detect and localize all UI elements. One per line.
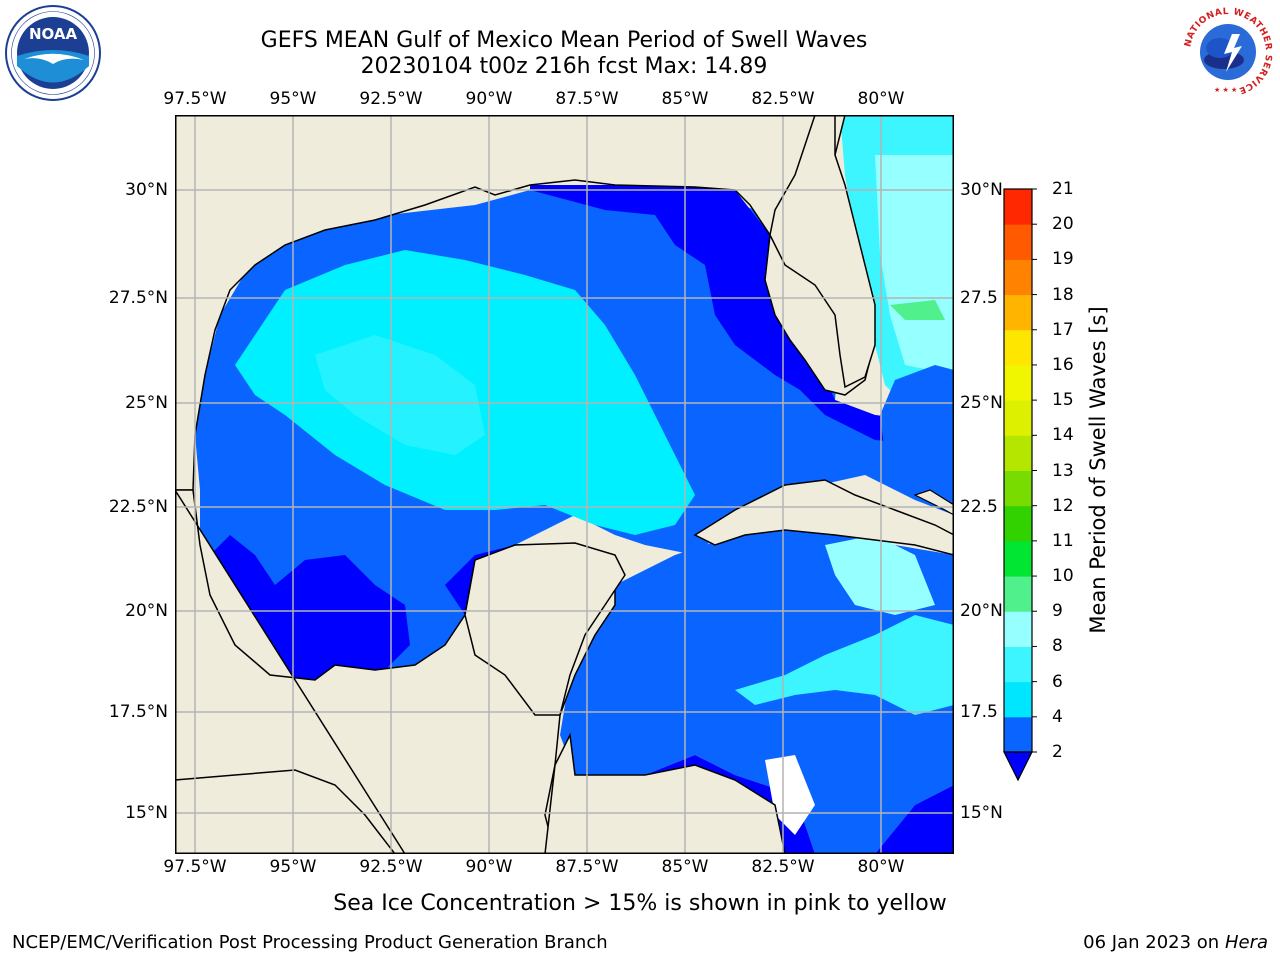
lon-label-bottom: 90°W xyxy=(465,857,513,877)
lat-label-left: 30°N xyxy=(125,180,168,200)
lon-label-top: 92.5°W xyxy=(359,89,423,109)
colorbar-segment xyxy=(1004,224,1032,260)
yucatan-peninsula xyxy=(464,542,626,716)
colorbar-tick-label: 14 xyxy=(1052,425,1074,446)
colorbar-tick-label: 20 xyxy=(1052,214,1074,235)
lon-label-bottom: 82.5°W xyxy=(751,857,815,877)
colorbar-tick-label: 8 xyxy=(1052,636,1063,657)
colorbar-extend-arrow xyxy=(1003,751,1033,782)
colorbar-tick-label: 6 xyxy=(1052,671,1063,692)
noaa-logo-text: NOAA xyxy=(29,25,78,43)
central-america-land xyxy=(544,732,786,854)
lat-label-left: 22.5°N xyxy=(108,497,168,517)
colorbar-label: Mean Period of Swell Waves [s] xyxy=(1086,306,1110,634)
colorbar-segment xyxy=(1004,716,1032,753)
colorbar-tick-label: 13 xyxy=(1052,460,1074,481)
colorbar-segment xyxy=(1004,540,1032,577)
colorbar-segment xyxy=(1004,400,1032,436)
caribbean-water-light xyxy=(825,535,935,615)
colorbar-segment xyxy=(1004,364,1032,401)
colorbar-tick-label: 19 xyxy=(1052,249,1074,270)
lon-label-bottom: 92.5°W xyxy=(359,857,423,877)
gulf-map xyxy=(175,115,954,854)
lon-label-top: 90°W xyxy=(465,89,513,109)
lat-label-right: 27.5 xyxy=(960,288,998,308)
chart-title: GEFS MEAN Gulf of Mexico Mean Period of … xyxy=(260,28,868,53)
lon-label-top: 97.5°W xyxy=(163,89,227,109)
lon-label-top: 80°W xyxy=(857,89,905,109)
colorbar-segment xyxy=(1004,681,1032,718)
colorbar-segment xyxy=(1004,294,1032,331)
colorbar-segment xyxy=(1004,646,1032,683)
colorbar-segment xyxy=(1004,189,1032,225)
atlantic-water-blue xyxy=(880,365,954,505)
colorbar xyxy=(1003,188,1037,782)
lat-label-left: 17.5°N xyxy=(108,702,168,722)
footer-date: 06 Jan 2023 on Hera xyxy=(1083,932,1268,953)
lon-label-bottom: 87.5°W xyxy=(555,857,619,877)
colorbar-segment xyxy=(1004,435,1032,471)
colorbar-tick-label: 16 xyxy=(1052,354,1074,375)
colorbar-tick-label: 11 xyxy=(1052,530,1074,551)
chart-subtitle: 20230104 t00z 216h fcst Max: 14.89 xyxy=(360,54,768,79)
colorbar-tick-label: 17 xyxy=(1052,319,1074,340)
lon-label-bottom: 80°W xyxy=(857,857,905,877)
footer-host: Hera xyxy=(1224,932,1268,953)
lat-label-left: 20°N xyxy=(125,601,168,621)
lon-label-bottom: 95°W xyxy=(269,857,317,877)
lon-label-top: 95°W xyxy=(269,89,317,109)
lat-label-right: 20°N xyxy=(960,601,1003,621)
colorbar-tick-label: 9 xyxy=(1052,601,1063,622)
lat-label-right: 15°N xyxy=(960,803,1003,823)
lat-label-left: 25°N xyxy=(125,393,168,413)
lat-label-right: 22.5 xyxy=(960,497,998,517)
lat-label-right: 25°N xyxy=(960,393,1003,413)
colorbar-tick-label: 15 xyxy=(1052,390,1074,411)
lon-label-top: 85°W xyxy=(661,89,709,109)
colorbar-segment xyxy=(1004,611,1032,647)
atlantic-water-green xyxy=(890,300,945,320)
nws-logo: NATIONAL WEATHER SERVICE ★ ★ ★ xyxy=(1180,4,1276,100)
colorbar-tick-label: 21 xyxy=(1052,179,1074,199)
lon-label-top: 87.5°W xyxy=(555,89,619,109)
lat-label-left: 27.5°N xyxy=(108,288,168,308)
sea-ice-note: Sea Ice Concentration > 15% is shown in … xyxy=(333,891,947,916)
colorbar-segment xyxy=(1004,470,1032,507)
florida-peninsula xyxy=(769,115,954,389)
colorbar-tick-label: 4 xyxy=(1052,706,1063,727)
gulf-water-core-light xyxy=(315,335,485,455)
colorbar-tick-label: 2 xyxy=(1052,742,1063,762)
lat-label-right: 17.5 xyxy=(960,702,998,722)
caribbean-water-cyan xyxy=(735,615,954,715)
lon-label-bottom: 97.5°W xyxy=(163,857,227,877)
svg-text:★ ★ ★: ★ ★ ★ xyxy=(1214,86,1237,94)
colorbar-segment xyxy=(1004,329,1032,366)
map-frame xyxy=(175,115,954,854)
lat-label-right: 30°N xyxy=(960,180,1003,200)
colorbar-tick-label: 10 xyxy=(1052,566,1074,587)
lon-label-top: 82.5°W xyxy=(751,89,815,109)
footer-date-text: 06 Jan 2023 on xyxy=(1083,932,1220,953)
noaa-logo: NOAA xyxy=(4,4,102,102)
graticule xyxy=(175,115,954,854)
colorbar-segment xyxy=(1004,505,1032,542)
colorbar-tick-label: 12 xyxy=(1052,495,1074,516)
lon-label-bottom: 85°W xyxy=(661,857,709,877)
gulf-water-east xyxy=(530,185,954,445)
colorbar-segment xyxy=(1004,259,1032,296)
colorbar-tick-label: 18 xyxy=(1052,284,1074,305)
colorbar-segment xyxy=(1004,576,1032,612)
lat-label-left: 15°N xyxy=(125,803,168,823)
footer-credit: NCEP/EMC/Verification Post Processing Pr… xyxy=(12,932,608,953)
cuba-island xyxy=(693,479,954,556)
